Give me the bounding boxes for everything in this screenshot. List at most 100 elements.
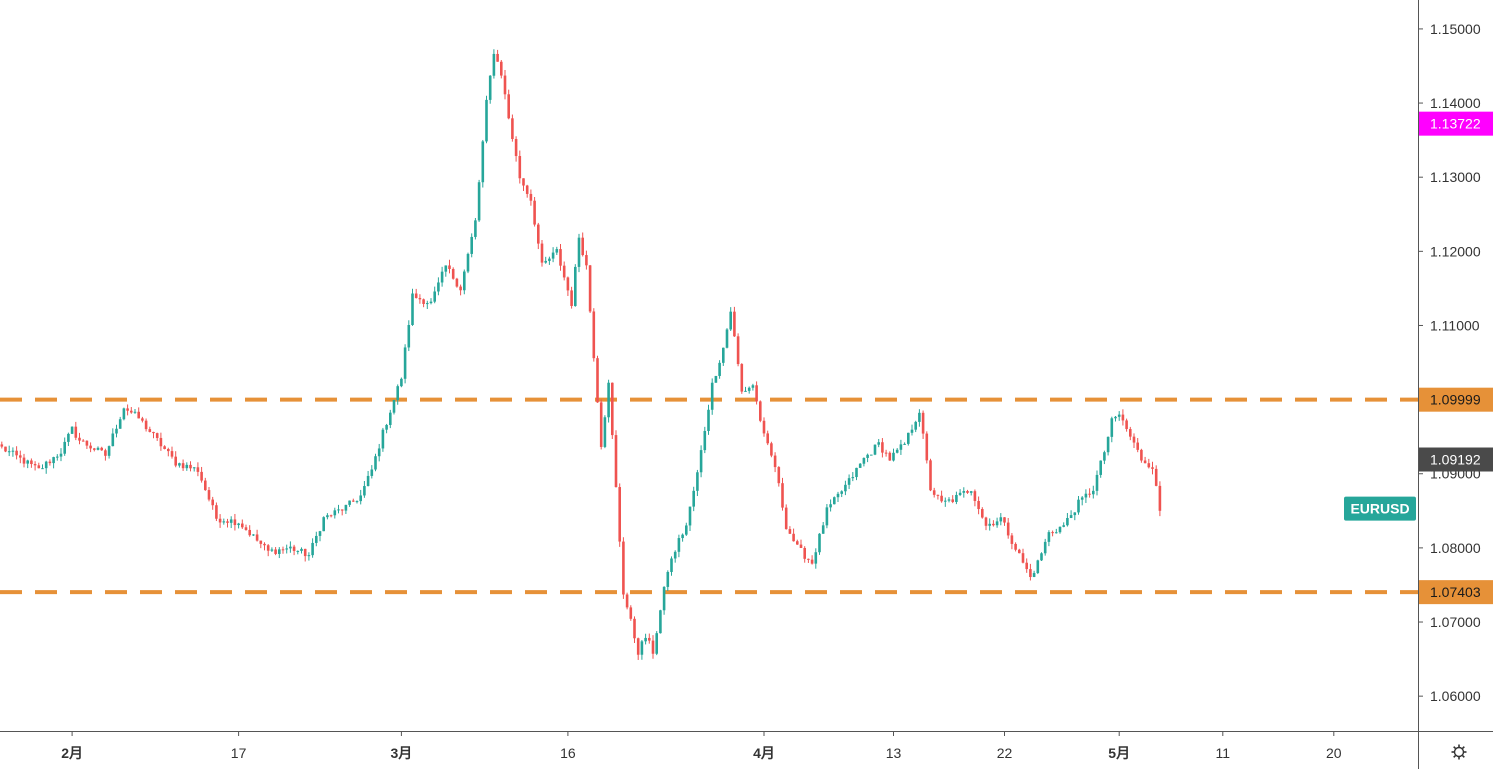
candle-up xyxy=(692,490,695,507)
candle-up xyxy=(995,521,999,526)
candle-down xyxy=(992,523,995,526)
candle-up xyxy=(488,75,492,100)
candle-down xyxy=(585,255,588,266)
candle-up xyxy=(433,291,436,302)
time-axis[interactable]: 2月 17 3月 16 4月 13 22 5月 11 20 xyxy=(0,731,1493,761)
price-labels: 1.09999 1.07403 1.13722 1.09192 xyxy=(1419,111,1493,605)
candle-up xyxy=(640,641,644,655)
candle-up xyxy=(52,457,55,464)
candle-down xyxy=(422,299,425,304)
candle-up xyxy=(714,375,718,383)
candle-up xyxy=(318,531,322,536)
candle-down xyxy=(1025,562,1028,570)
candle-down xyxy=(759,401,762,421)
candle-down xyxy=(588,265,592,312)
candle-up xyxy=(344,504,348,511)
candle-up xyxy=(492,53,496,76)
candle-up xyxy=(1047,532,1051,542)
candle-down xyxy=(167,449,170,452)
candle-up xyxy=(988,523,991,526)
candle-down xyxy=(984,517,988,526)
candle-up xyxy=(718,362,721,376)
candle-down xyxy=(215,505,218,519)
candle-down xyxy=(33,464,37,466)
gear-tooth xyxy=(1461,754,1465,758)
candle-up xyxy=(910,429,914,433)
candle-down xyxy=(414,293,418,298)
candle-up xyxy=(844,484,847,492)
candle-up xyxy=(696,472,699,491)
candle-up xyxy=(67,433,70,442)
candle-up xyxy=(555,249,559,253)
candle-up xyxy=(59,453,63,457)
candle-down xyxy=(770,443,773,456)
candle-down xyxy=(929,460,932,491)
candle-down xyxy=(292,546,296,551)
candle-down xyxy=(522,178,525,186)
candle-up xyxy=(389,412,392,425)
candle-up xyxy=(400,378,403,387)
candle-down xyxy=(596,358,599,403)
candle-up xyxy=(1036,560,1040,574)
candle-down xyxy=(807,558,810,560)
candle-up xyxy=(855,467,858,478)
candle-down xyxy=(0,444,4,447)
candle-down xyxy=(1154,468,1158,486)
settings-button[interactable] xyxy=(1451,744,1467,760)
candle-down xyxy=(81,440,85,442)
candle-up xyxy=(899,444,903,450)
candle-down xyxy=(792,533,795,542)
candle-up xyxy=(440,271,444,283)
candle-up xyxy=(999,517,1003,522)
candle-up xyxy=(178,463,181,466)
candle-down xyxy=(570,290,573,306)
candle-down xyxy=(141,418,144,421)
candle-up xyxy=(26,460,29,464)
candle-up xyxy=(463,271,466,291)
candle-down xyxy=(1029,569,1032,578)
candle-down xyxy=(736,336,740,365)
candle-down xyxy=(181,463,185,469)
candle-up xyxy=(385,424,388,430)
candle-up xyxy=(278,549,281,554)
candle-up xyxy=(829,504,832,508)
candle-up xyxy=(337,509,340,511)
candle-up xyxy=(237,523,240,526)
time-tick-label: 3月 xyxy=(391,745,413,761)
candle-down xyxy=(537,224,540,244)
candle-down xyxy=(148,429,152,432)
candle-up xyxy=(300,548,303,551)
candle-down xyxy=(514,139,518,157)
candle-up xyxy=(840,491,843,494)
candle-down xyxy=(1132,436,1136,443)
candle-up xyxy=(1066,517,1069,526)
candle-down xyxy=(796,541,799,545)
time-tick-label: 17 xyxy=(231,745,247,761)
candle-down xyxy=(130,410,133,413)
candle-down xyxy=(788,529,792,534)
time-tick-label: 22 xyxy=(997,745,1013,761)
candle-up xyxy=(363,486,366,496)
candle-down xyxy=(281,549,285,551)
candle-up xyxy=(603,417,607,447)
gear-icon[interactable] xyxy=(1453,746,1465,758)
candle-up xyxy=(1062,525,1065,527)
candle-up xyxy=(466,253,470,272)
candle-down xyxy=(1051,532,1054,534)
level-price-tag xyxy=(1419,387,1493,412)
candle-up xyxy=(662,586,666,611)
candle-down xyxy=(30,460,33,465)
symbol-tag xyxy=(1344,496,1416,521)
candle-up xyxy=(426,303,429,305)
candle-down xyxy=(1010,535,1014,544)
candle-down xyxy=(733,311,736,337)
candle-up xyxy=(729,311,732,330)
candle-down xyxy=(418,297,422,300)
candle-up xyxy=(429,301,433,304)
candle-up xyxy=(644,637,647,642)
candle-down xyxy=(207,490,211,500)
candle-up xyxy=(1043,541,1047,554)
series-label: EURUSD xyxy=(1344,496,1416,521)
candle-down xyxy=(89,445,92,449)
candle-up xyxy=(485,99,488,142)
